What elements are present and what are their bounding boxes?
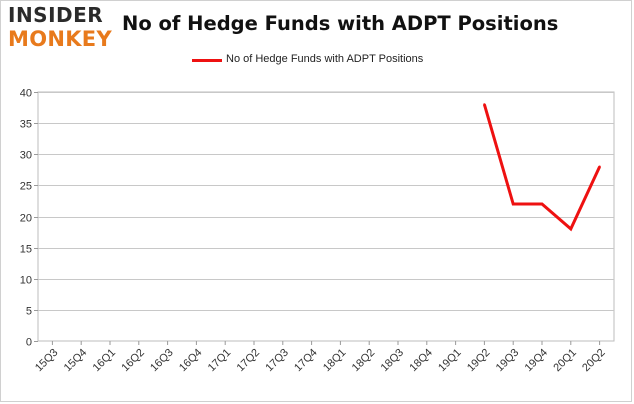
x-tick-label-16Q2: 16Q2 xyxy=(119,347,147,375)
x-tick-label-19Q4: 19Q4 xyxy=(523,347,551,375)
y-tick-label-5: 5 xyxy=(26,306,32,318)
x-tick-label-17Q3: 17Q3 xyxy=(263,347,291,375)
x-tick-label-20Q2: 20Q2 xyxy=(580,347,608,375)
x-tick-label-15Q3: 15Q3 xyxy=(33,347,61,375)
x-tick-label-18Q1: 18Q1 xyxy=(321,347,349,375)
x-tick-label-17Q4: 17Q4 xyxy=(292,347,320,375)
x-tick-label-19Q3: 19Q3 xyxy=(494,347,522,375)
x-tick-label-18Q3: 18Q3 xyxy=(379,347,407,375)
data-point-20Q2 xyxy=(598,165,601,168)
x-tick-label-17Q2: 17Q2 xyxy=(235,347,263,375)
x-tick-label-16Q3: 16Q3 xyxy=(148,347,176,375)
y-tick-label-25: 25 xyxy=(20,181,32,193)
data-point-19Q2 xyxy=(483,103,486,106)
x-tick-label-19Q2: 19Q2 xyxy=(465,347,493,375)
data-point-19Q3 xyxy=(512,202,515,206)
x-tick-label-16Q1: 16Q1 xyxy=(91,347,119,375)
y-tick-label-40: 40 xyxy=(20,88,32,100)
x-tick-label-18Q2: 18Q2 xyxy=(350,347,378,375)
legend-swatch xyxy=(192,59,222,62)
y-tick-label-15: 15 xyxy=(20,244,32,256)
insider-monkey-logo: INSIDER MONKEY xyxy=(8,4,114,52)
x-tick-label-20Q1: 20Q1 xyxy=(551,347,579,375)
legend-label: No of Hedge Funds with ADPT Positions xyxy=(226,53,424,65)
plot-area-border xyxy=(37,91,615,342)
x-tick-label-17Q1: 17Q1 xyxy=(206,347,234,375)
y-tick-label-20: 20 xyxy=(20,213,32,225)
y-tick-label-0: 0 xyxy=(26,337,32,349)
x-tick-label-18Q4: 18Q4 xyxy=(407,347,435,375)
x-tick-label-15Q4: 15Q4 xyxy=(62,347,90,375)
data-point-19Q4 xyxy=(540,202,544,206)
y-tick-label-30: 30 xyxy=(20,150,32,162)
logo-line-insider: INSIDER xyxy=(8,3,104,27)
y-tick-label-10: 10 xyxy=(20,275,32,287)
data-point-20Q1 xyxy=(569,227,572,231)
y-tick-label-35: 35 xyxy=(20,119,32,131)
chart-title: No of Hedge Funds with ADPT Positions xyxy=(122,12,559,35)
logo-line-monkey: MONKEY xyxy=(8,27,112,51)
x-tick-label-19Q1: 19Q1 xyxy=(436,347,464,375)
x-tick-label-16Q4: 16Q4 xyxy=(177,347,205,375)
